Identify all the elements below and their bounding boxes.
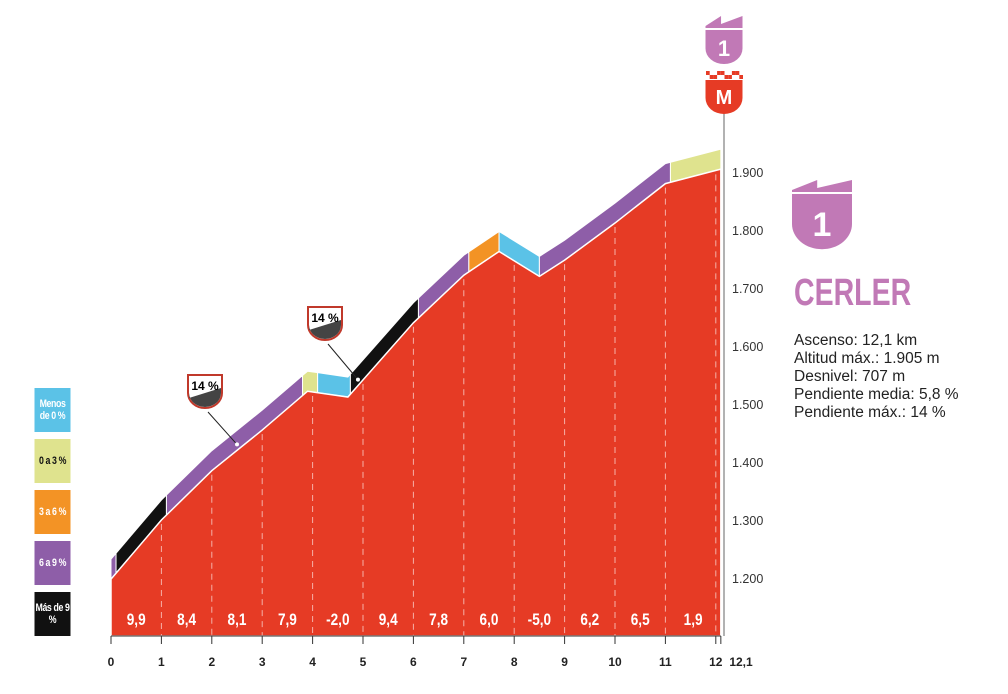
gradient-wedge-icon <box>309 320 341 339</box>
km-gradient-label: 8,1 <box>228 611 247 630</box>
legend-item-0a3: 0 a 3 % <box>34 439 71 483</box>
km-gradient-label: 6,2 <box>580 611 599 630</box>
legend-item-3a6: 3 a 6 % <box>34 490 71 534</box>
climb-category-badge <box>792 194 852 250</box>
km-gradient-label: 1,9 <box>684 611 703 630</box>
stat-ascent: Ascenso: 12,1 km <box>794 332 918 349</box>
category-badge-flag-icon <box>705 16 743 28</box>
x-tick-label: 0 <box>108 655 115 669</box>
category-badge-label: 1 <box>718 36 730 61</box>
checkered-flag-icon <box>728 75 732 79</box>
y-tick-label: 1.200 <box>732 572 763 586</box>
km-gradient-label: 6,0 <box>480 611 499 630</box>
x-tick-label: 4 <box>309 655 316 669</box>
finish-badge-label: M <box>716 87 733 109</box>
stat-elevation-gain: Desnivel: 707 m <box>794 368 906 385</box>
profile-area <box>110 168 722 637</box>
max-gradient-label: 14 % <box>191 379 219 393</box>
x-tick-label: 7 <box>460 655 467 669</box>
checkered-flag-icon <box>735 71 740 75</box>
checkered-flag-icon <box>713 75 718 79</box>
legend-item-gt9: Más de 9 % <box>34 592 71 636</box>
x-tick-label: 3 <box>259 655 266 669</box>
y-tick-label: 1.600 <box>732 340 763 354</box>
x-tick-label: 9 <box>561 655 568 669</box>
climb-stats: Ascenso: 12,1 km Altitud máx.: 1.905 m D… <box>794 332 959 422</box>
km-gradient-label: 9,9 <box>127 611 146 630</box>
legend-item-lt0: Menos de 0 % <box>34 388 71 432</box>
marker-dot <box>355 377 360 382</box>
x-tick-label: 1 <box>158 655 165 669</box>
x-tick-label: 5 <box>360 655 367 669</box>
checkered-flag-icon <box>724 75 729 79</box>
km-gradient-label: 6,5 <box>631 611 650 630</box>
checkered-flag-icon <box>706 71 710 75</box>
km-gradient-label: -5,0 <box>528 611 551 630</box>
y-tick-label: 1.400 <box>732 456 763 470</box>
marker-leader <box>207 411 238 445</box>
climb-category-badge-label: 1 <box>813 206 832 244</box>
marker-dot <box>235 442 239 447</box>
x-tick-label: 8 <box>511 655 518 669</box>
checkered-flag-icon <box>739 75 743 79</box>
km-gradient-label: -2,0 <box>326 611 349 630</box>
x-tick-label: 11 <box>659 655 672 669</box>
stat-avg-gradient: Pendiente media: 5,8 % <box>794 386 959 403</box>
km-gradient-label: 7,9 <box>278 611 297 630</box>
climb-name: CERLER <box>794 272 912 314</box>
y-tick-label: 1.900 <box>732 166 763 180</box>
legend-item-6a9: 6 a 9 % <box>34 541 71 585</box>
x-tick-label: 6 <box>410 655 417 669</box>
checkered-flag-icon <box>720 71 725 75</box>
km-gradient-label: 8,4 <box>177 611 196 630</box>
x-tick-label: 2 <box>208 655 215 669</box>
checkered-flag-icon <box>717 71 721 75</box>
climb-category-badge-flag-icon <box>792 180 852 192</box>
y-tick-label: 1.300 <box>732 514 763 528</box>
y-tick-label: 1.700 <box>732 282 763 296</box>
marker-leader <box>327 343 359 380</box>
y-tick-label: 1.500 <box>732 398 763 412</box>
km-gradient-label: 7,8 <box>429 611 448 630</box>
checkered-flag-icon <box>731 71 736 75</box>
x-tick-label: 10 <box>608 655 622 669</box>
y-tick-label: 1.800 <box>732 224 763 238</box>
category-badge <box>705 30 743 65</box>
x-tick-label: 12,1 <box>729 655 753 669</box>
gradient-wedge-icon <box>189 388 221 407</box>
x-tick-label: 12 <box>709 655 723 669</box>
checkered-flag-icon <box>709 75 714 79</box>
km-gradient-label: 9,4 <box>379 611 398 630</box>
stat-max-gradient: Pendiente máx.: 14 % <box>794 404 946 421</box>
finish-badge <box>705 80 743 114</box>
max-gradient-label: 14 % <box>311 311 339 325</box>
stat-max-altitude: Altitud máx.: 1.905 m <box>794 350 940 367</box>
